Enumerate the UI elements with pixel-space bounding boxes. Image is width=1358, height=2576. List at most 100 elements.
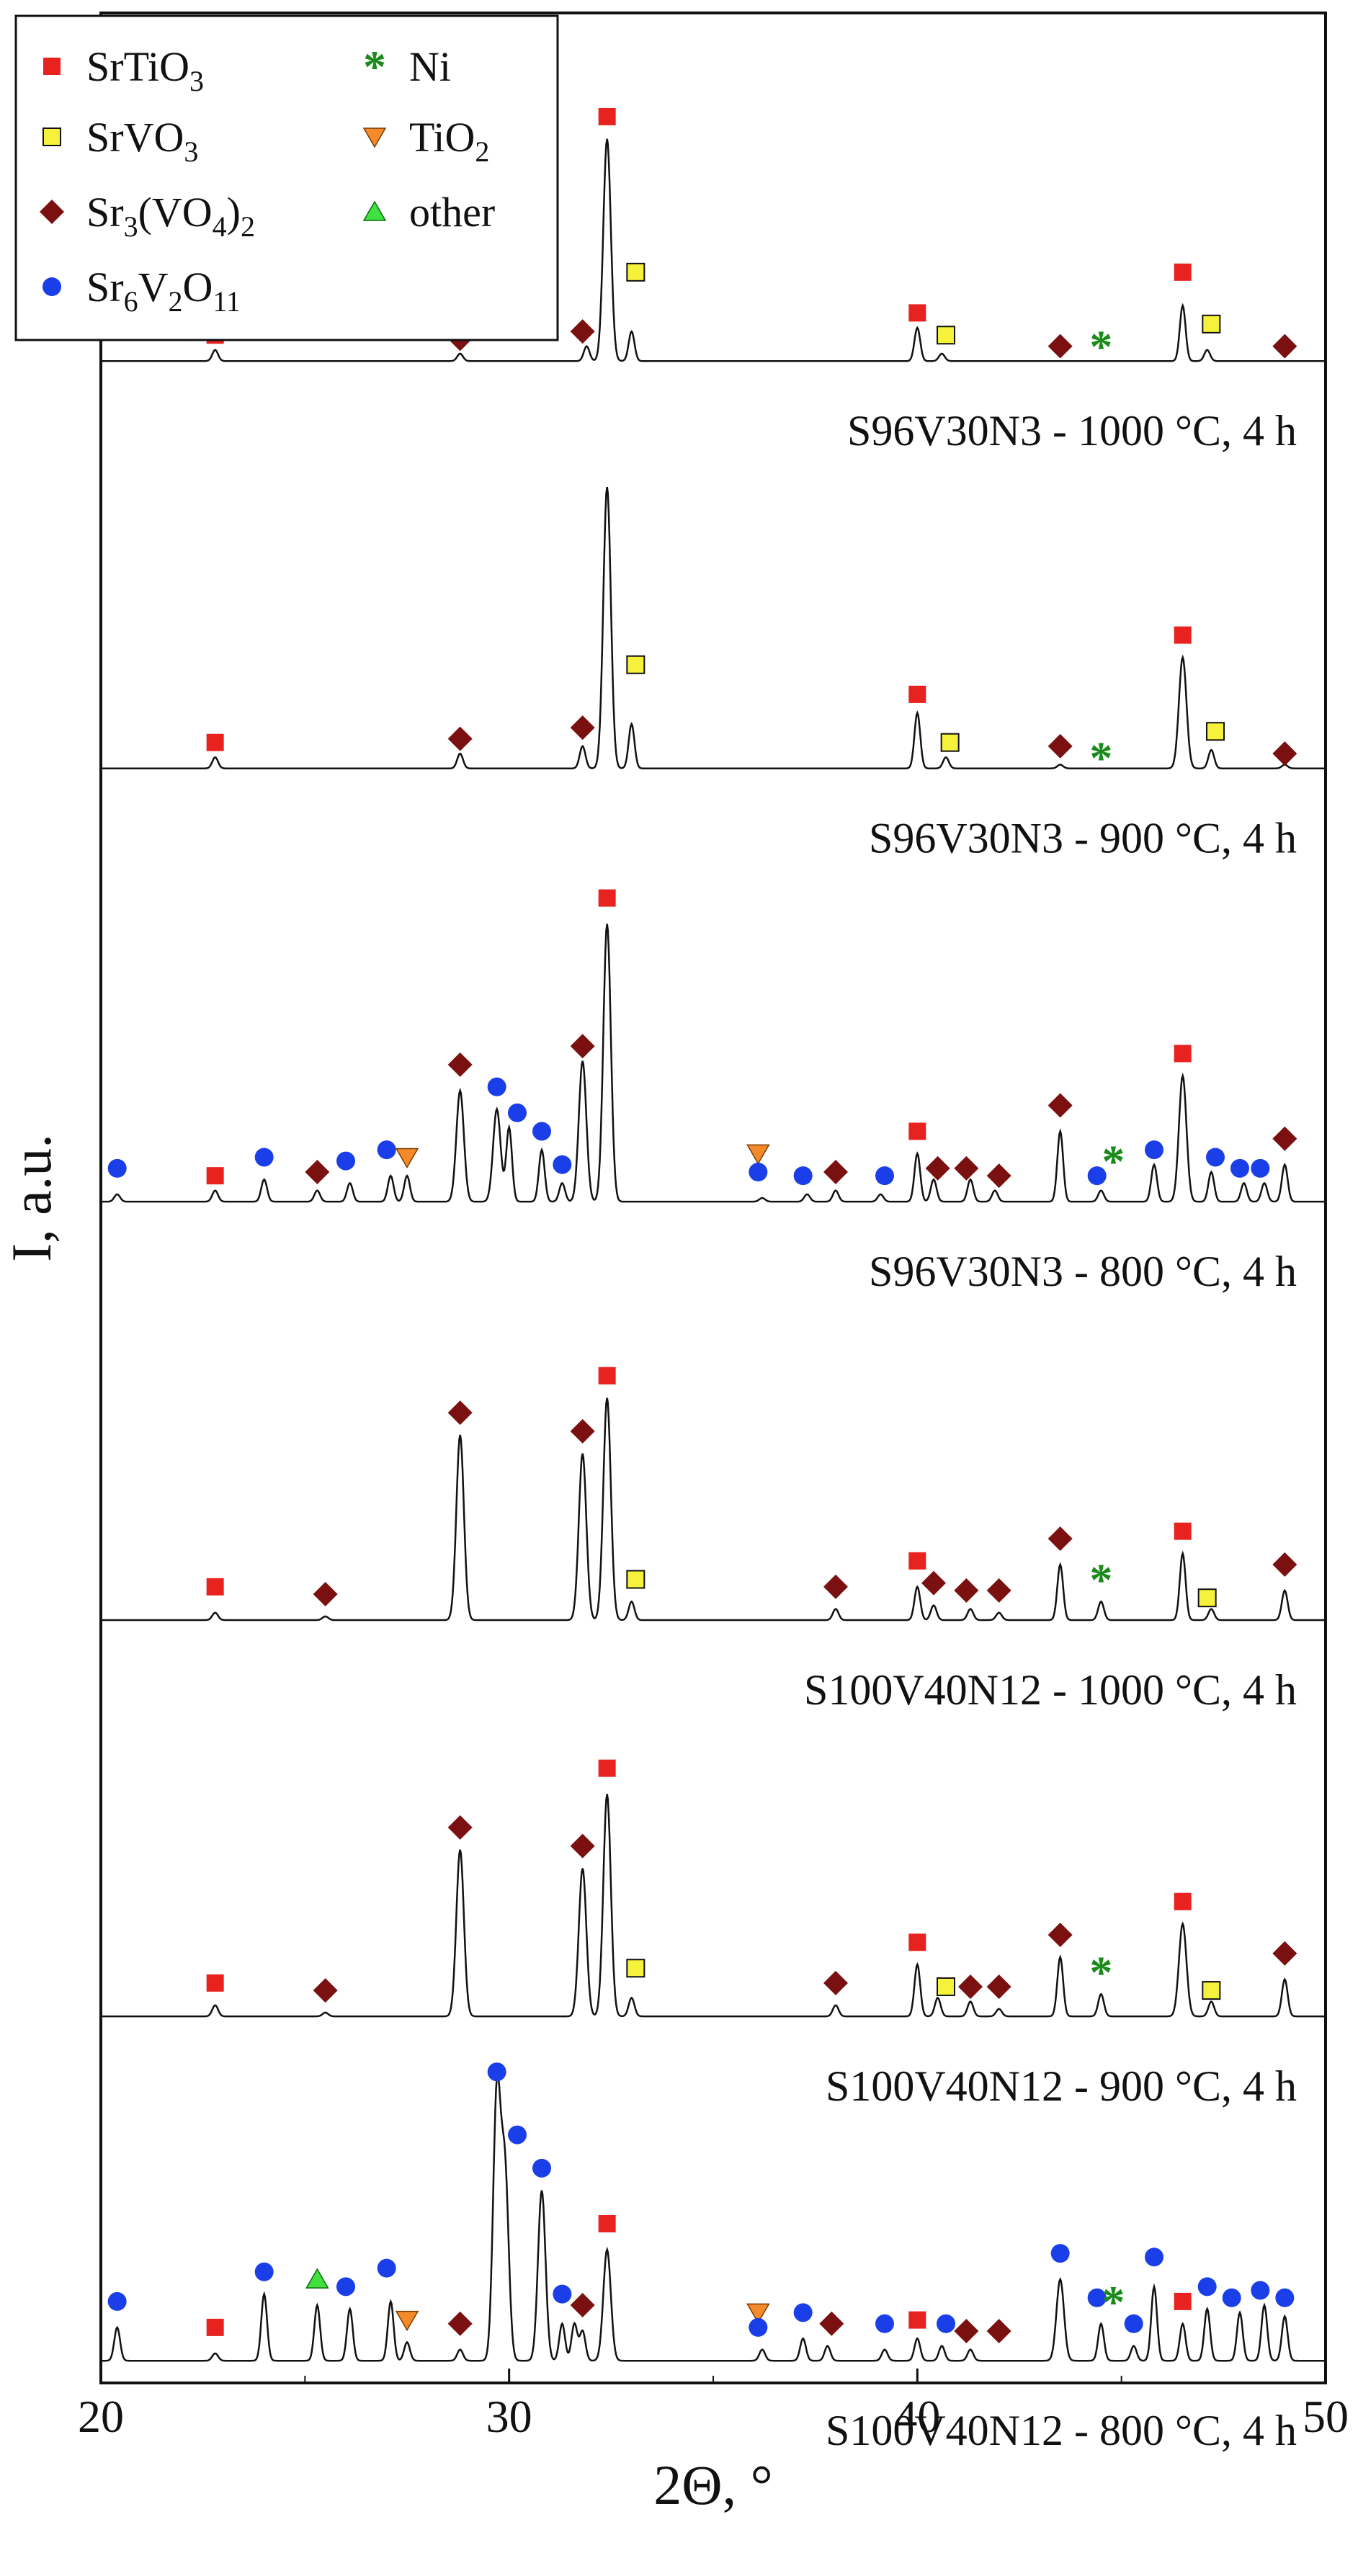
marker-srtio3-s3-28 [1174,1045,1192,1063]
marker-sr3vo42-s5-10 [958,1974,983,1999]
marker-sr3vo42-s3-21 [925,1155,950,1181]
legend-label-srtio3: SrTiO3 [86,43,204,97]
trace-layer [101,138,1326,2362]
marker-sr6v2o11-s3-5 [336,1151,355,1171]
marker-srvo3-s5-9 [937,1977,955,1996]
marker-srtio3-s4-1 [206,1578,224,1596]
trace-line-1 [101,138,1326,362]
marker-sr3vo42-s5-4 [570,1833,595,1859]
marker-sr3vo42-s2-3 [570,715,595,741]
marker-srtio3-s4-8 [908,1552,926,1570]
marker-srvo3-s2-4 [626,655,646,674]
marker-sr3vo42-s4-4 [570,1418,595,1444]
legend-marker-sr6v2o11 [43,277,61,296]
legend-label-sr6v2o11: Sr6V2O11 [86,264,241,318]
legend-label-other: other [409,189,495,236]
marker-ni-s1-9: * [1089,321,1112,372]
marker-sr6v2o11-s3-1 [107,1158,127,1178]
marker-sr6v2o11-s3-3 [254,1148,274,1167]
marker-sr3vo42-s3-22 [954,1155,979,1181]
x-tick-label-40: 40 [894,2391,940,2442]
marker-sr3vo42-s5-2 [313,1978,338,2003]
marker-sr3vo42-s2-7 [1047,733,1073,759]
marker-sr3vo42-s5-7 [823,1970,848,1995]
marker-sr6v2o11-s3-10 [508,1103,527,1122]
marker-sr3vo42-s4-12 [1047,1526,1073,1551]
marker-srvo3-s5-15 [1202,1981,1221,2000]
marker-sr6v2o11-s6-1 [107,2291,127,2311]
marker-sr6v2o11-s3-11 [532,1122,551,1141]
marker-sr3vo42-s6-13 [570,2293,595,2318]
marker-srtio3-s2-5 [908,685,926,703]
x-tick-label-20: 20 [78,2391,124,2442]
marker-sr3vo42-s2-2 [447,726,473,751]
marker-sr6v2o11-s6-6 [377,2258,396,2278]
marker-sr3vo42-s3-8 [447,1052,473,1077]
marker-sr3vo42-s5-3 [447,1815,473,1840]
marker-srtio3-s4-5 [598,1367,616,1385]
marker-ni-s4-13: * [1089,1554,1112,1605]
marker-sr6v2o11-s3-12 [553,1155,572,1174]
marker-sr6v2o11-s3-27 [1145,1140,1163,1160]
marker-srvo3-s1-11 [1202,314,1221,334]
marker-sr6v2o11-s6-5 [336,2277,355,2297]
marker-other-s6-4 [305,2268,329,2289]
marker-sr6v2o11-s3-19 [875,1166,894,1186]
marker-sr6v2o11-s3-30 [1230,1158,1249,1178]
trace-line-6 [101,2072,1326,2362]
marker-srtio3-s1-10 [1174,263,1192,281]
marker-sr3vo42-s1-8 [1047,334,1073,359]
marker-srvo3-s4-6 [626,1570,646,1589]
trace-line-3 [101,923,1326,1203]
marker-sr6v2o11-s3-6 [377,1140,396,1160]
marker-srtio3-s6-20 [908,2311,926,2329]
marker-srtio3-s5-8 [908,1933,926,1951]
marker-sr6v2o11-s6-24 [1050,2244,1070,2263]
marker-sr3vo42-s6-8 [447,2311,473,2336]
x-axis-ticks: 20 30 40 50 [78,2369,1349,2442]
marker-sr3vo42-s4-7 [823,1574,848,1599]
marker-sr6v2o11-s6-16 [749,2317,768,2337]
marker-sr6v2o11-s3-16 [749,1163,768,1182]
marker-sr6v2o11-s6-31 [1222,2288,1241,2307]
marker-sr3vo42-s3-18 [823,1160,848,1185]
legend-label-srvo3: SrVO3 [86,114,198,168]
trace-line-5 [101,1794,1326,2018]
marker-sr6v2o11-s6-3 [254,2262,274,2281]
marker-sr6v2o11-s3-31 [1251,1158,1270,1178]
legend-marker-srvo3 [43,128,61,146]
marker-ni-s5-13: * [1089,1946,1112,1998]
marker-sr6v2o11-s3-29 [1206,1148,1225,1167]
marker-srvo3-s2-6 [940,733,960,752]
marker-srtio3-s6-14 [598,2214,616,2232]
marker-sr3vo42-s3-24 [1047,1093,1073,1118]
marker-sr3vo42-s1-3 [570,319,595,344]
marker-tio2-s6-15 [746,2303,770,2324]
x-axis-title: 2Θ, ° [653,2454,773,2516]
marker-sr6v2o11-s6-19 [875,2314,894,2333]
marker-sr6v2o11-s6-9 [487,2062,506,2082]
trace-label-2: S96V30N3 - 900 °C, 4 h [869,815,1297,862]
marker-srtio3-s2-9 [1174,626,1192,644]
marker-sr6v2o11-s6-17 [793,2303,813,2322]
marker-sr6v2o11-s6-11 [532,2158,551,2178]
marker-sr3vo42-s3-23 [986,1163,1011,1189]
marker-sr3vo42-s4-2 [313,1582,338,1607]
marker-sr3vo42-s1-12 [1272,334,1297,359]
marker-sr3vo42-s6-18 [819,2311,844,2336]
trace-label-layer: S96V30N3 - 1000 °C, 4 h S96V30N3 - 900 °C… [804,407,1297,2454]
marker-srvo3-s2-10 [1206,722,1225,741]
marker-sr3vo42-s3-4 [305,1160,330,1185]
legend-marker-tio2 [362,128,387,148]
marker-sr6v2o11-s6-25 [1087,2288,1107,2307]
y-axis-title: I, a.u. [0,1134,63,1262]
marker-srtio3-s3-20 [908,1122,926,1140]
marker-srtio3-s4-14 [1174,1522,1192,1540]
marker-sr6v2o11-s6-30 [1197,2277,1217,2297]
marker-sr3vo42-s2-11 [1272,741,1297,766]
marker-sr6v2o11-s6-32 [1251,2281,1270,2300]
marker-srtio3-s2-1 [206,733,224,751]
marker-tio2-s3-7 [395,1148,419,1168]
marker-sr3vo42-s4-16 [1272,1552,1297,1577]
